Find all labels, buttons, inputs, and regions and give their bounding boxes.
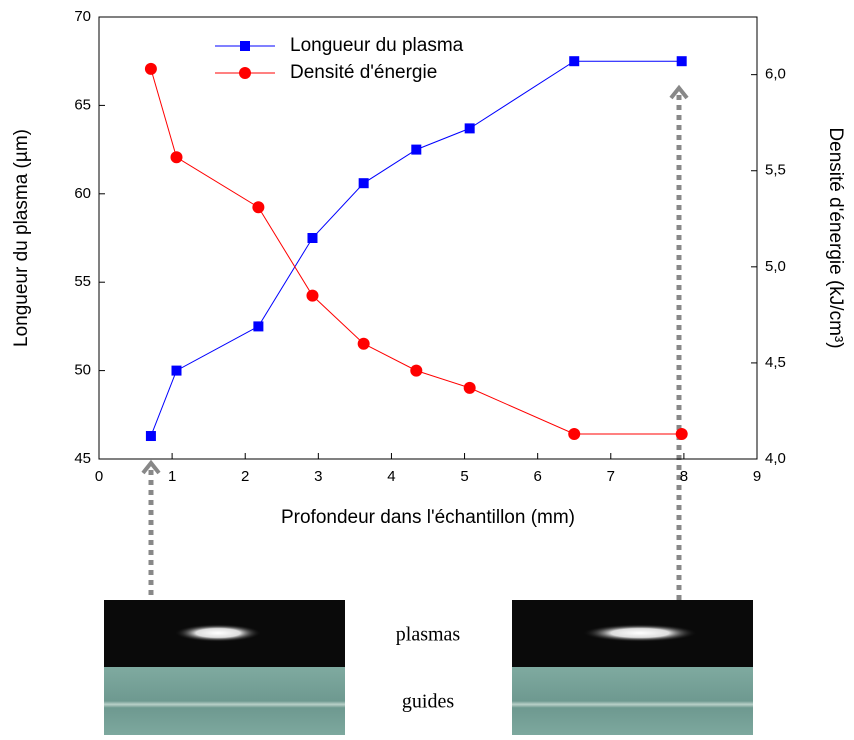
series-line	[150, 68, 682, 435]
arrow-head	[669, 84, 689, 100]
marker	[170, 151, 183, 164]
marker	[411, 144, 422, 155]
x-tick-label: 7	[607, 468, 615, 485]
marker	[357, 337, 370, 350]
marker	[675, 428, 688, 441]
y-tick-label: 70	[74, 8, 91, 25]
x-tick-label: 9	[753, 468, 761, 485]
legend-label: Longueur du plasma	[290, 35, 464, 56]
y-tick-label: 45	[74, 450, 91, 467]
marker	[463, 381, 476, 394]
marker	[239, 67, 251, 79]
y-tick-label: 55	[74, 273, 91, 290]
marker	[676, 56, 687, 67]
marker	[464, 123, 475, 134]
x-tick-label: 5	[460, 468, 468, 485]
x-tick-label: 6	[533, 468, 541, 485]
marker	[306, 289, 319, 302]
x-tick-label: 2	[241, 468, 249, 485]
marker	[358, 178, 369, 189]
marker	[144, 62, 157, 75]
marker	[410, 364, 423, 377]
marker	[307, 233, 318, 243]
plasma-glow	[174, 624, 262, 642]
y2-tick-label: 4,5	[765, 354, 786, 371]
guide-image	[104, 667, 345, 735]
x-axis-label: Profondeur dans l'échantillon (mm)	[281, 507, 575, 528]
y2-tick-label: 4,0	[765, 450, 786, 467]
x-tick-label: 8	[680, 468, 688, 485]
plasma-label: plasmas	[396, 624, 461, 646]
marker	[253, 321, 264, 332]
series-line	[150, 60, 682, 437]
y2-axis-label: Densité d'énergie (kJ/cm³)	[825, 127, 846, 348]
y2-tick-label: 5,5	[765, 162, 786, 179]
y-tick-label: 50	[74, 362, 91, 379]
marker	[171, 365, 182, 376]
y-tick-label: 60	[74, 185, 91, 202]
marker	[568, 428, 581, 441]
y-axis-label: Longueur du plasma (µm)	[11, 129, 32, 347]
marker	[252, 201, 265, 214]
image-panels: plasmas guides	[104, 84, 753, 735]
plasma-glow	[582, 624, 698, 642]
marker	[240, 41, 250, 51]
y2-tick-label: 6,0	[765, 66, 786, 83]
x-tick-label: 4	[387, 468, 395, 485]
x-tick-label: 0	[95, 468, 103, 485]
x-tick-label: 3	[314, 468, 322, 485]
plot-frame	[98, 16, 758, 460]
y2-tick-label: 5,0	[765, 258, 786, 275]
marker	[145, 431, 156, 442]
arrow-head	[141, 459, 161, 475]
y-tick-label: 65	[74, 96, 91, 113]
legend-label: Densité d'énergie	[290, 62, 437, 83]
marker	[569, 56, 580, 67]
guide-image	[512, 667, 753, 735]
x-tick-label: 1	[168, 468, 176, 485]
guide-label: guides	[402, 691, 454, 713]
